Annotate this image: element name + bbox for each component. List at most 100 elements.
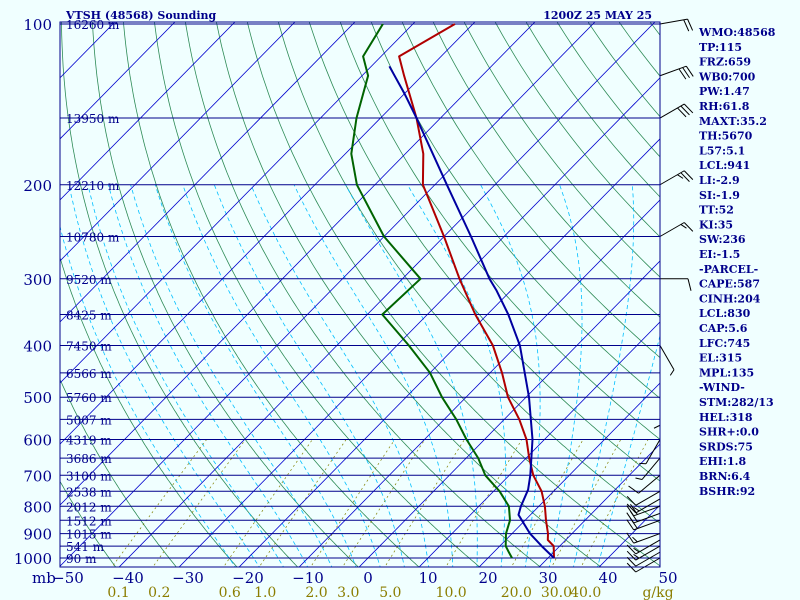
height-label: 8425 m: [66, 309, 112, 323]
stat-line: CAP:5.6: [699, 322, 748, 335]
isotherm-line: [60, 22, 536, 506]
wind-barb-staff: [659, 65, 687, 77]
mixing-ratio-tick-label: 20.0: [501, 585, 532, 600]
sounding-curves: [350, 23, 555, 559]
wind-barb-flag: [680, 224, 687, 229]
wind-barb: [659, 18, 694, 32]
moist-adiabat-line: [407, 184, 507, 567]
height-label: 4319 m: [66, 434, 112, 448]
dry-adiabat-line: [60, 480, 117, 567]
stat-line: WMO:48568: [698, 26, 776, 39]
pressure-tick-label: 700: [23, 467, 52, 485]
stat-line: LI:-2.9: [699, 174, 740, 187]
wind-barb: [626, 532, 661, 544]
wind-barb: [626, 545, 661, 561]
wind-barb-staff: [645, 439, 661, 465]
stat-line: SHR+:0.0: [699, 426, 759, 439]
stat-line: PW:1.47: [699, 85, 750, 98]
stat-line: MPL:135: [699, 366, 754, 379]
isotherm-line: [478, 382, 660, 567]
moist-adiabat-line: [154, 184, 357, 567]
parcel-line: [388, 65, 555, 559]
stat-line: MAXT:35.2: [699, 115, 767, 128]
mixing-ratio-tick-label: 1.0: [254, 585, 276, 600]
isotherm-line: [60, 22, 596, 567]
isotherm-line: [118, 22, 656, 567]
isotherm-line: [60, 22, 176, 140]
wind-barb-staff: [635, 490, 661, 506]
chart-datetime: 1200Z 25 MAY 25: [543, 9, 652, 22]
stat-line: RH:61.8: [699, 100, 750, 113]
pressure-unit-label: mb: [32, 569, 56, 587]
moist-adiabat-line: [548, 184, 583, 567]
temperature-tick-label: −40: [112, 569, 144, 587]
stat-line: TT:52: [699, 204, 734, 217]
isotherm-line: [60, 22, 356, 323]
mixing-ratio-line: [152, 439, 246, 567]
wind-barb-staff: [659, 103, 685, 119]
moist-adiabat-line: [213, 184, 405, 567]
mixing-ratio-tick-label: 3.0: [337, 585, 359, 600]
wind-barb-flag: [633, 506, 640, 512]
wind-barb: [626, 498, 661, 514]
mixing-ratio-line: [384, 439, 465, 567]
temperature-tick-label: −50: [52, 569, 84, 587]
temperature-tick-label: −20: [232, 569, 264, 587]
pressure-tick-label: 200: [23, 177, 52, 195]
wind-barb-flag: [626, 556, 637, 567]
temperature-tick-label: −30: [172, 569, 204, 587]
wind-barb-flag: [626, 562, 637, 573]
wind-barb-flag: [683, 222, 694, 232]
height-label: 2538 m: [66, 485, 112, 499]
mixing-ratio-tick-label: 0.6: [219, 585, 241, 600]
wind-barb-staff: [635, 557, 661, 573]
stat-line: SI:-1.9: [699, 189, 740, 202]
wind-barb: [626, 551, 661, 567]
wind-barb-flag: [626, 503, 637, 514]
wind-barb-flag: [632, 536, 638, 543]
height-label: 2012 m: [66, 500, 112, 514]
mixing-ratio-tick-label: 30.0: [541, 585, 572, 600]
mixing-ratio-unit-label: g/kg: [642, 585, 673, 600]
height-label: 5760 m: [66, 391, 112, 405]
height-label: 6566 m: [66, 367, 112, 381]
isotherm-line: [358, 260, 660, 567]
wind-barb-staff: [635, 539, 661, 555]
moist-adiabat-line: [87, 184, 285, 567]
isotherm-line: [60, 22, 236, 201]
height-label: 3686 m: [66, 452, 112, 466]
pressure-tick-label: 100: [23, 16, 52, 34]
wind-barb-flag: [633, 554, 640, 559]
height-label: 5007 m: [66, 413, 112, 427]
pressure-tick-label: 900: [23, 526, 52, 544]
wind-barb-flag: [680, 172, 690, 182]
wind-barb-staff: [633, 505, 661, 517]
stat-line: KI:35: [699, 218, 733, 231]
wind-barb-flag: [669, 369, 675, 376]
wind-barbs: [626, 18, 694, 573]
wind-barb-staff: [635, 551, 661, 567]
stat-line: EHI:1.8: [699, 455, 746, 468]
height-label: 90 m: [66, 552, 97, 566]
pressure-tick-label: 800: [23, 498, 52, 516]
wind-barb-staff: [633, 519, 661, 531]
moist-adiabat-line: [60, 224, 236, 567]
stat-line: HEL:318: [699, 411, 753, 424]
isotherm-line: [178, 77, 660, 567]
height-label: 7450 m: [66, 340, 112, 354]
wind-barb: [626, 557, 661, 573]
wind-barb-flag: [683, 103, 694, 114]
wind-barb: [659, 222, 694, 237]
wind-barb-flag: [626, 512, 635, 524]
wind-barb-staff: [633, 533, 661, 544]
height-label: 13950 m: [66, 112, 120, 126]
mixing-ratio-tick-label: 2.0: [305, 585, 327, 600]
stat-line: LCL:941: [699, 159, 750, 172]
pressure-tick-label: 300: [23, 271, 52, 289]
mixing-ratio-line: [551, 439, 622, 567]
mixing-ratio-line: [342, 439, 426, 567]
stat-line: TH:5670: [699, 130, 753, 143]
wind-barb-flag: [628, 485, 639, 494]
mixing-ratio-tick-label: 10.0: [436, 585, 467, 600]
